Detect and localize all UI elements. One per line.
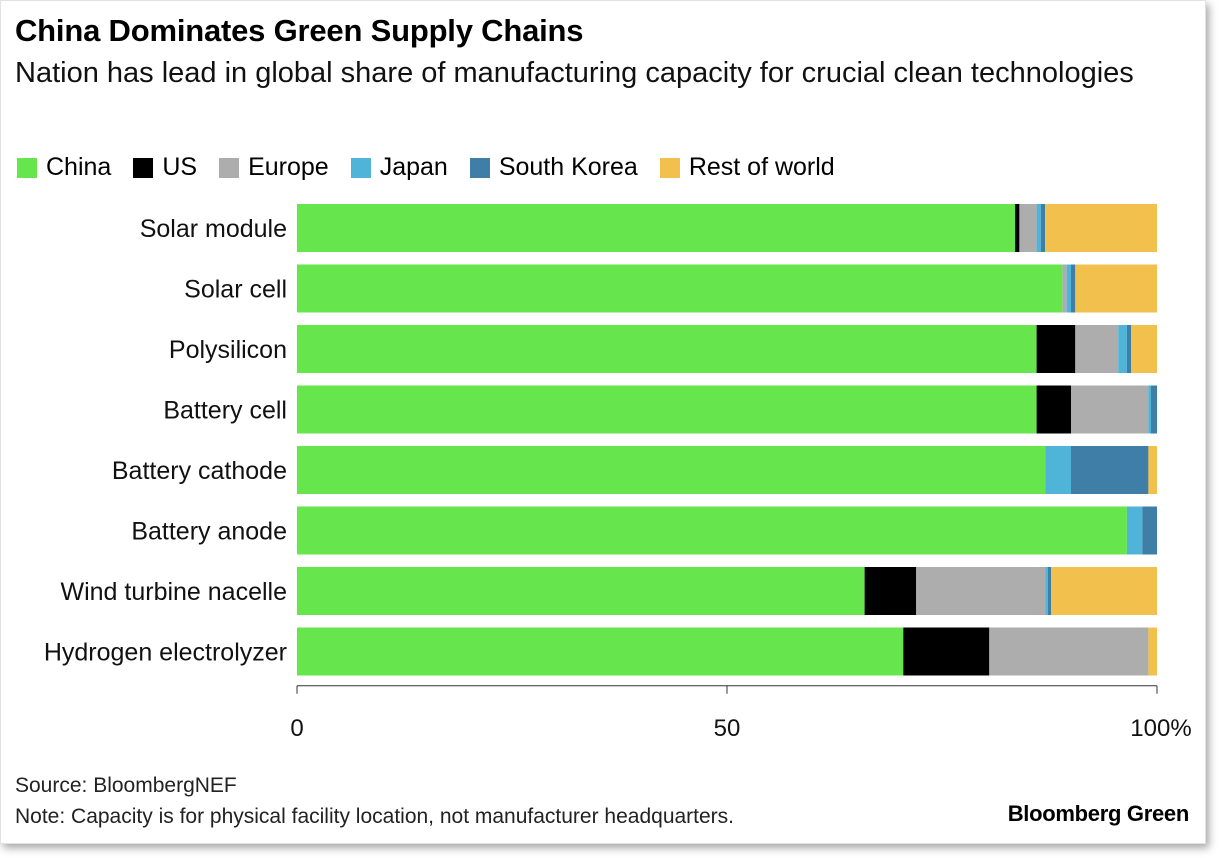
category-label: Battery cell [163,397,287,425]
chart-card: China Dominates Green Supply Chains Nati… [0,0,1206,844]
legend-swatch [659,157,680,178]
bar-segment [989,627,1149,676]
bar-segment [1150,385,1157,434]
bar-segment [1126,325,1132,373]
legend-item: Japan [350,153,448,182]
bar-segment [1066,264,1071,313]
legend-label: US [162,153,198,181]
note-text: Note: Capacity is for physical facility … [15,805,735,828]
bar-segment [297,264,1063,313]
bar-segment [1047,567,1052,615]
bar-segment [1075,264,1157,313]
bar-segment [1019,204,1037,252]
legend-label: Rest of world [688,153,835,181]
legend-swatch [219,157,240,178]
bar-segment [297,325,1037,373]
x-tick-label: 0 [290,715,303,742]
bar-segment [1051,567,1157,615]
bar-segment [916,567,1046,615]
legend-label: China [46,153,112,181]
bar-segment [1071,264,1076,313]
x-tick-label: 100% [1130,715,1191,742]
source-text: Source: BloombergNEF [15,774,237,797]
brand-logo-text: Bloomberg Green [1007,801,1190,826]
legend-swatch [17,157,37,178]
bar-segment [1040,204,1046,252]
x-tick-label: 50 [714,715,741,742]
legend-item: Europe [219,153,329,182]
bar-segment [297,385,1037,434]
legend-swatch [350,157,371,178]
bar-segment [1071,446,1149,494]
bar-segment [1118,325,1127,373]
legend-item: Rest of world [659,153,835,182]
bar-segment [1015,204,1020,252]
bar-segment [1036,204,1041,252]
bar-segment [1148,627,1157,676]
category-label: Solar module [140,215,287,243]
legend-item: South Korea [469,153,638,182]
bar-segment [1142,506,1157,555]
category-label: Wind turbine nacelle [60,578,287,606]
bar-segment [297,567,865,615]
bar-segment [297,204,1016,252]
category-label: Battery anode [131,518,287,546]
bar-segment [1075,325,1119,373]
legend-label: Japan [379,153,448,181]
bar-segment [1036,385,1071,434]
bar-segment [1036,325,1076,373]
bar-segment [1071,385,1149,434]
bar-segment [297,506,1127,555]
bar-segment [1045,567,1048,615]
bar-segment [1126,506,1143,555]
chart-legend: China US Europe Japan South Korea Rest of wor… [17,153,857,182]
legend-swatch [469,157,490,178]
legend-label: Europe [248,153,329,181]
category-label: Polysilicon [169,336,287,364]
bar-segment [1148,446,1157,494]
legend-label: South Korea [498,153,638,181]
bar-segment [1062,264,1067,313]
bar-segment [1045,204,1157,252]
bar-segment [1148,385,1151,434]
legend-swatch [133,157,154,178]
stacked-bar-chart: Solar module Solar cell Polysilicon Battery… [44,204,1192,742]
category-label: Hydrogen electrolyzer [44,639,287,667]
chart-title: China Dominates Green Supply Chains [15,13,584,48]
bar-segment [903,627,990,676]
category-label: Solar cell [184,276,287,304]
legend-item: China [17,153,111,182]
legend-item: US [133,153,197,182]
category-label: Battery cathode [112,457,287,485]
bar-segment [297,446,1046,494]
bar-segment [864,567,917,615]
bar-segment [1045,446,1071,494]
chart-subtitle: Nation has lead in global share of manuf… [15,57,1134,89]
bar-segment [1131,325,1157,373]
bar-segment [297,627,904,676]
